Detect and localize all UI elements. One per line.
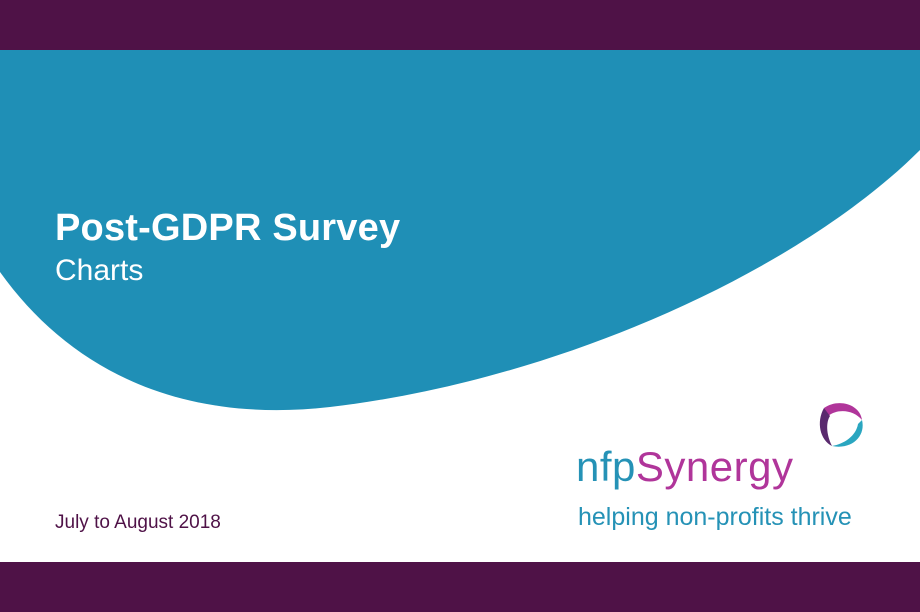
date-range: July to August 2018 bbox=[55, 512, 221, 533]
nfpsynergy-triangle-icon bbox=[819, 403, 863, 447]
slide-subtitle: Charts bbox=[55, 254, 144, 287]
title-block: Post-GDPR Survey Charts bbox=[55, 205, 400, 289]
brand-name: nfpSynergy bbox=[576, 441, 793, 493]
bottom-bar bbox=[0, 562, 920, 612]
brand-tagline: helping non-profits thrive bbox=[578, 503, 852, 531]
slide-title: Post-GDPR Survey bbox=[55, 207, 401, 249]
top-bar bbox=[0, 0, 920, 50]
brand-name-part-2: Synergy bbox=[635, 443, 794, 490]
brand-name-part-1: nfp bbox=[576, 443, 636, 490]
wave-background bbox=[0, 50, 920, 411]
